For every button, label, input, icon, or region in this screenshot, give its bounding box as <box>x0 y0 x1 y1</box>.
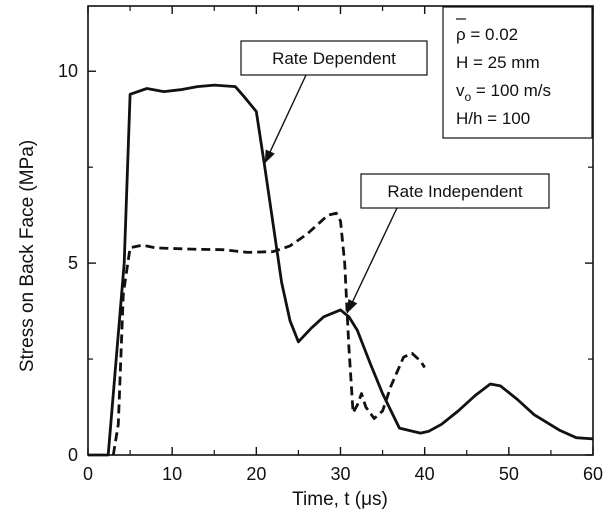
x-tick-label-3: 30 <box>330 464 350 484</box>
y-axis-title: Stress on Back Face (MPa) <box>17 140 38 372</box>
callout-arrow-line-rate-dependent <box>264 74 307 164</box>
callout-arrow-line-rate-independent <box>346 207 398 314</box>
param-height: H = 25 mm <box>456 53 540 72</box>
x-tick-label-6: 60 <box>583 464 603 484</box>
annotation-callouts: Rate Dependent Rate Independent <box>240 40 550 314</box>
series-line-rate-dependent <box>88 83 594 457</box>
y-tick-label-0: 0 <box>68 445 78 465</box>
callout-label-rate-dependent: Rate Dependent <box>272 49 396 68</box>
x-tick-label-5: 50 <box>499 464 519 484</box>
y-tick-label-1: 5 <box>68 253 78 273</box>
parameter-box: ρ = 0.02 H = 25 mm vo = 100 m/s H/h = 10… <box>442 6 593 139</box>
callout-box-rate-independent <box>360 173 550 209</box>
x-tick-label-1: 10 <box>162 464 182 484</box>
param-rho: ρ = 0.02 <box>456 25 518 44</box>
y-tick-label-2: 10 <box>58 61 78 81</box>
callout-arrowhead-rate-independent <box>347 299 358 314</box>
series-lines <box>88 83 594 457</box>
param-velocity: vo = 100 m/s <box>456 81 551 104</box>
axis-ticks: 0 10 20 30 40 50 60 0 5 10 <box>58 6 603 484</box>
x-tick-label-4: 40 <box>415 464 435 484</box>
param-ratio: H/h = 100 <box>456 109 530 128</box>
x-tick-label-0: 0 <box>83 464 93 484</box>
param-velocity-lead: v <box>456 81 465 100</box>
param-velocity-tail: = 100 m/s <box>471 81 551 100</box>
callout-arrowhead-rate-dependent <box>264 149 275 164</box>
callout-label-rate-independent: Rate Independent <box>387 182 522 201</box>
x-axis-title: Time, t (μs) <box>292 489 388 510</box>
parameter-box-border <box>442 6 593 139</box>
callout-box-rate-dependent <box>240 40 428 76</box>
series-line-rate-independent <box>111 211 426 456</box>
param-velocity-sub: o <box>465 90 472 104</box>
x-tick-label-2: 20 <box>246 464 266 484</box>
